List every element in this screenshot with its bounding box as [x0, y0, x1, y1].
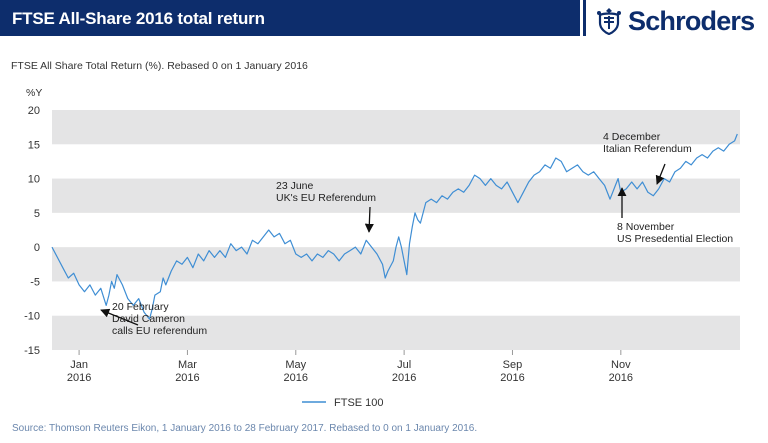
- logo-text: Schroders: [628, 5, 755, 36]
- series-line-ftse-100: [51, 133, 738, 320]
- header-bar: FTSE All-Share 2016 total return: [0, 0, 580, 36]
- source-note: Source: Thomson Reuters Eikon, 1 January…: [12, 423, 478, 434]
- y-tick-label: 10: [28, 174, 40, 186]
- annotation-label: 8 November: [617, 221, 675, 233]
- x-tick-year: 2016: [609, 372, 633, 384]
- x-tick-label: Mar: [178, 359, 197, 371]
- crest-icon: [597, 8, 621, 35]
- grid-band: [52, 178, 740, 213]
- annotation-arrow: [100, 308, 139, 326]
- annotation-label: UK's EU Referendum: [276, 192, 376, 204]
- y-tick-label: 5: [34, 208, 40, 220]
- annotation-arrow: [364, 206, 374, 233]
- y-tick-label: -15: [24, 345, 40, 357]
- grid-band: [52, 315, 740, 350]
- chart-subtitle: FTSE All Share Total Return (%). Rebased…: [11, 60, 308, 72]
- y-tick-label: -10: [24, 311, 40, 323]
- x-tick-year: 2016: [500, 372, 524, 384]
- x-tick-year: 2016: [67, 372, 91, 384]
- y-tick-label: 0: [34, 242, 40, 254]
- x-tick-label: Nov: [611, 359, 631, 371]
- x-tick-label: Jan: [70, 359, 88, 371]
- annotation-label: US Presedential Election: [617, 233, 733, 245]
- header-stripe: [580, 0, 586, 36]
- x-tick-year: 2016: [284, 372, 308, 384]
- annotation-arrow: [655, 163, 666, 185]
- grid-band: [52, 110, 740, 145]
- line-chart: 20151050-5-10-15Jan2016Mar2016May2016Jul…: [24, 105, 740, 409]
- grid-band: [52, 247, 740, 282]
- annotation-label: 23 June: [276, 180, 314, 192]
- annotation-label: Italian Referendum: [603, 143, 692, 155]
- x-tick-label: Jul: [397, 359, 411, 371]
- chart-panel: [0, 40, 768, 414]
- annotation-label: calls EU referendum: [112, 325, 207, 337]
- y-tick-label: 20: [28, 105, 40, 117]
- annotation-label: 20 February: [112, 301, 169, 313]
- page-title: FTSE All-Share 2016 total return: [12, 9, 265, 28]
- schroders-logo: Schroders: [596, 5, 755, 36]
- legend-label: FTSE 100: [334, 397, 384, 409]
- x-tick-label: Sep: [503, 359, 523, 371]
- x-tick-year: 2016: [392, 372, 416, 384]
- annotation-label: 4 December: [603, 131, 661, 143]
- x-tick-label: May: [285, 359, 306, 371]
- y-unit-label: %Y: [26, 87, 43, 99]
- y-tick-label: 15: [28, 139, 40, 151]
- x-tick-year: 2016: [175, 372, 199, 384]
- y-tick-label: -5: [30, 276, 40, 288]
